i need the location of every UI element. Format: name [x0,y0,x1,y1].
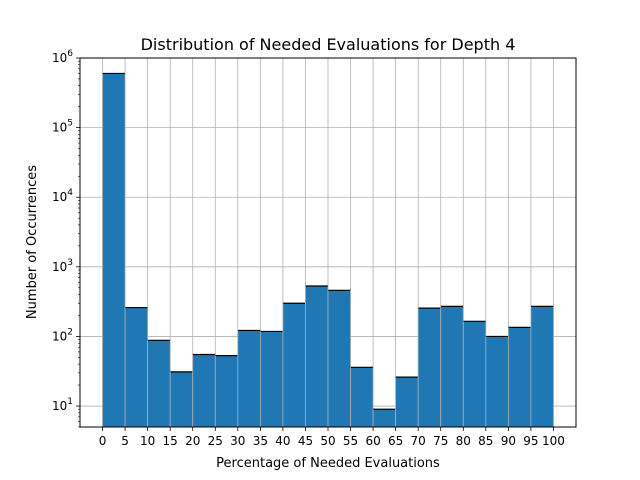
x-tick-label: 80 [456,434,471,448]
histogram-bar [147,340,171,427]
x-tick-label: 75 [433,434,448,448]
x-tick-label: 5 [121,434,129,448]
x-tick-label: 50 [320,434,335,448]
x-tick-label: 60 [365,434,380,448]
y-axis-ticks: 101 102 103 104 105 106 [52,49,80,428]
histogram-bar [215,355,238,427]
x-tick-label: 25 [208,434,223,448]
histogram-bar [170,371,193,427]
histogram-bar [373,409,396,427]
x-tick-label: 40 [275,434,290,448]
histogram-bar [440,306,464,427]
x-axis-label: Percentage of Needed Evaluations [216,456,440,471]
histogram-bar [508,327,531,427]
histogram-bar [260,331,283,427]
histogram-bar [350,367,374,427]
histogram-bar [530,306,554,427]
y-tick-label: 104 [52,188,73,204]
x-tick-label: 85 [478,434,493,448]
y-axis-label: Number of Occurrences [25,165,40,319]
histogram-bar [395,377,419,427]
x-tick-label: 100 [542,434,565,448]
chart-title: Distribution of Needed Evaluations for D… [141,35,516,54]
bars [102,72,554,428]
x-tick-label: 35 [253,434,268,448]
x-tick-label: 95 [523,434,538,448]
histogram-bar [418,308,441,427]
x-tick-label: 15 [163,434,178,448]
x-tick-label: 45 [298,434,313,448]
histogram-bar [102,73,126,428]
histogram-bar [328,290,351,427]
x-axis-ticks: 0 5 10 15 20 25 30 35 40 45 50 55 60 65 70 75 80 85 90 95 10… [99,427,565,448]
y-tick-label: 106 [52,49,73,65]
histogram-bar [125,307,148,427]
x-tick-label: 65 [388,434,403,448]
x-tick-label: 55 [343,434,358,448]
y-tick-label: 105 [52,119,73,135]
x-tick-label: 0 [99,434,107,448]
histogram-bar [282,303,306,427]
y-tick-label: 102 [52,327,73,343]
x-tick-label: 20 [185,434,200,448]
histogram-bar [237,330,261,427]
y-tick-label: 103 [52,258,73,274]
x-tick-label: 10 [140,434,155,448]
histogram-bar [192,354,216,427]
x-tick-label: 90 [501,434,516,448]
histogram-bar [463,321,486,427]
x-tick-label: 30 [230,434,245,448]
y-tick-label: 101 [52,397,73,413]
histogram-bar [485,336,509,427]
x-tick-label: 70 [411,434,426,448]
histogram-bar [305,286,328,427]
